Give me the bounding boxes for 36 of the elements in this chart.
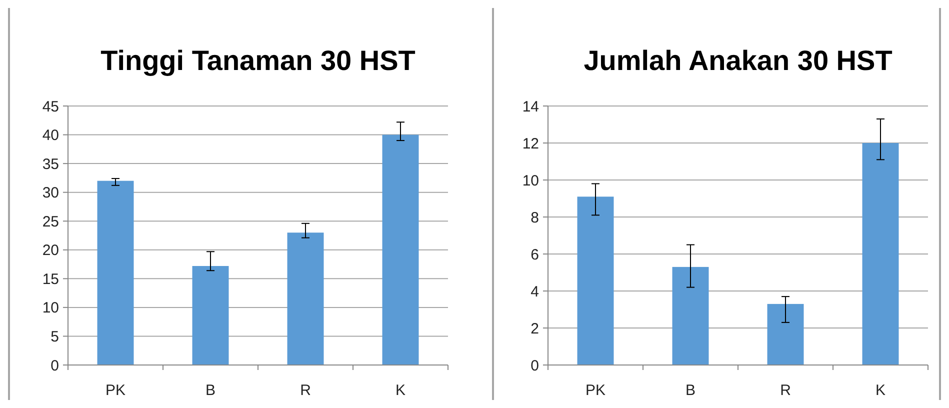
x-tick-label: PK (585, 382, 606, 399)
y-tick-label: 10 (522, 172, 539, 190)
y-tick-label: 40 (42, 127, 59, 144)
y-tick-label: 0 (530, 357, 539, 374)
chart-title: Tinggi Tanaman 30 HST (100, 45, 416, 76)
y-tick-label: 45 (42, 98, 59, 116)
bar (862, 143, 899, 365)
y-tick-label: 4 (530, 283, 539, 300)
x-tick-label: K (875, 382, 886, 399)
x-tick-label: PK (105, 382, 126, 399)
bar (97, 180, 134, 365)
bar (672, 266, 709, 365)
bar (577, 196, 614, 365)
x-tick-label: R (300, 382, 312, 399)
y-tick-label: 8 (530, 209, 539, 226)
bar (382, 134, 419, 365)
y-tick-label: 14 (522, 98, 539, 116)
y-tick-label: 2 (530, 320, 539, 338)
y-tick-label: 12 (522, 135, 539, 152)
y-tick-label: 10 (42, 300, 59, 317)
y-tick-label: 35 (42, 156, 59, 173)
y-tick-label: 20 (42, 242, 59, 260)
y-tick-label: 0 (50, 357, 59, 374)
y-tick-label: 25 (42, 213, 59, 230)
bar (192, 266, 229, 365)
x-tick-label: B (205, 382, 216, 399)
bar (767, 304, 804, 365)
y-tick-label: 15 (42, 270, 59, 288)
y-tick-label: 6 (530, 246, 539, 264)
x-tick-label: R (780, 382, 792, 399)
y-tick-label: 30 (42, 184, 59, 202)
x-tick-label: K (395, 382, 406, 399)
chart-title: Jumlah Anakan 30 HST (584, 45, 892, 76)
y-tick-label: 5 (50, 328, 59, 346)
bar (287, 232, 324, 365)
x-tick-label: B (685, 382, 696, 399)
